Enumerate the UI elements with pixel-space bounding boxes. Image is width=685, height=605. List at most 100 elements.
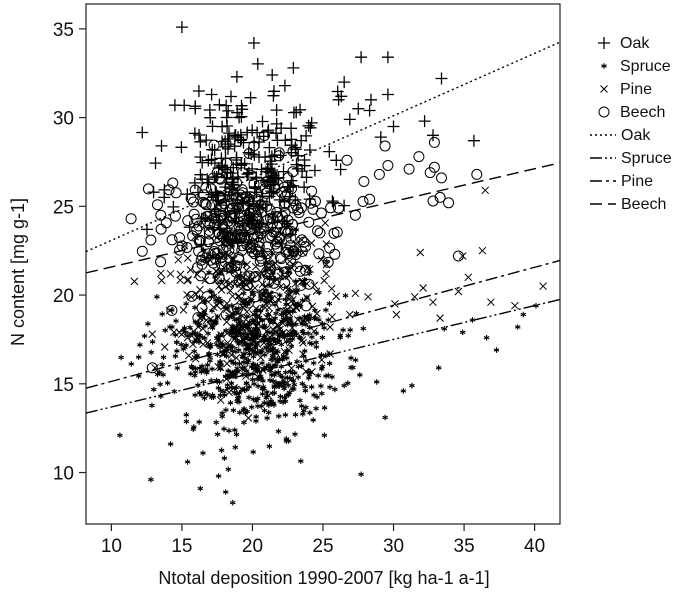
data-point <box>299 316 308 325</box>
data-point <box>216 160 229 173</box>
data-point <box>287 179 300 192</box>
data-point <box>200 307 208 315</box>
data-point <box>130 277 139 286</box>
data-point <box>174 255 183 264</box>
data-point <box>279 376 288 384</box>
data-point <box>136 245 148 257</box>
data-point <box>203 104 216 116</box>
data-point <box>190 424 197 430</box>
data-point <box>253 136 266 148</box>
data-point <box>197 485 204 492</box>
data-point <box>191 354 200 363</box>
data-point <box>255 403 261 410</box>
data-point <box>221 426 227 432</box>
data-point <box>187 332 196 340</box>
x-axis-title: Ntotal deposition 1990-2007 [kg ha-1 a-1… <box>158 568 489 588</box>
data-point <box>247 37 260 49</box>
data-point <box>287 202 299 214</box>
data-point <box>207 322 215 330</box>
data-point <box>173 318 179 324</box>
data-point <box>275 413 282 420</box>
data-point <box>471 168 483 180</box>
data-point <box>381 88 394 101</box>
data-point <box>280 266 292 278</box>
data-point <box>189 327 198 336</box>
data-point <box>200 378 207 385</box>
data-point <box>263 313 271 322</box>
data-point <box>196 251 208 263</box>
data-point <box>245 216 257 228</box>
data-point <box>303 193 316 206</box>
data-point <box>157 381 164 388</box>
data-point <box>174 365 181 371</box>
data-point <box>183 342 189 348</box>
data-point <box>427 129 439 142</box>
data-point <box>348 355 354 361</box>
data-point <box>270 317 276 323</box>
x-tick-label: 15 <box>171 536 192 557</box>
data-point <box>166 304 178 316</box>
data-point <box>318 390 325 397</box>
data-point <box>321 324 327 331</box>
data-point <box>216 396 225 405</box>
data-point <box>280 347 289 356</box>
data-point <box>304 121 317 134</box>
data-point <box>233 111 246 124</box>
data-point <box>256 206 268 218</box>
data-point <box>234 128 247 141</box>
data-point <box>315 372 322 379</box>
data-point <box>159 361 166 368</box>
data-point <box>160 354 167 361</box>
legend-label: Pine <box>621 173 653 190</box>
data-point <box>192 186 204 199</box>
data-point <box>231 260 243 272</box>
data-point <box>318 383 324 389</box>
data-point <box>222 489 229 495</box>
data-point <box>172 353 179 360</box>
data-point <box>322 256 334 268</box>
data-point <box>167 177 179 189</box>
data-point <box>238 157 251 170</box>
data-point <box>187 370 194 377</box>
data-point <box>244 91 257 104</box>
data-point <box>202 176 215 189</box>
data-point <box>261 292 273 304</box>
data-point <box>236 196 249 209</box>
data-point <box>167 324 173 330</box>
data-point <box>310 327 318 336</box>
data-point <box>458 252 467 260</box>
legend-item: Pine <box>600 81 652 98</box>
data-point <box>221 455 228 462</box>
data-point <box>200 134 213 147</box>
data-point <box>483 334 490 341</box>
data-point <box>215 473 222 479</box>
data-point <box>302 383 308 390</box>
data-point <box>300 300 312 312</box>
x-tick-label: 30 <box>383 536 404 557</box>
data-point <box>387 120 400 133</box>
data-point <box>261 407 268 414</box>
data-point <box>183 333 192 342</box>
data-point <box>202 251 215 264</box>
data-point <box>216 340 225 348</box>
data-point <box>427 195 439 207</box>
data-point <box>265 409 272 416</box>
data-point <box>298 159 311 172</box>
x-tick-label: 35 <box>454 536 475 557</box>
data-point <box>459 329 466 336</box>
data-point <box>299 411 306 417</box>
data-point <box>213 273 225 285</box>
data-point <box>288 295 297 304</box>
data-point <box>324 242 336 254</box>
data-point <box>344 380 351 387</box>
data-point <box>533 302 539 309</box>
data-point <box>187 324 193 331</box>
data-point <box>192 392 198 398</box>
series-spruce <box>117 227 539 506</box>
data-point <box>141 333 148 339</box>
data-point <box>280 190 292 202</box>
data-point <box>282 412 289 418</box>
data-point <box>284 240 296 252</box>
y-tick-label: 35 <box>53 20 74 41</box>
data-point <box>351 289 360 298</box>
